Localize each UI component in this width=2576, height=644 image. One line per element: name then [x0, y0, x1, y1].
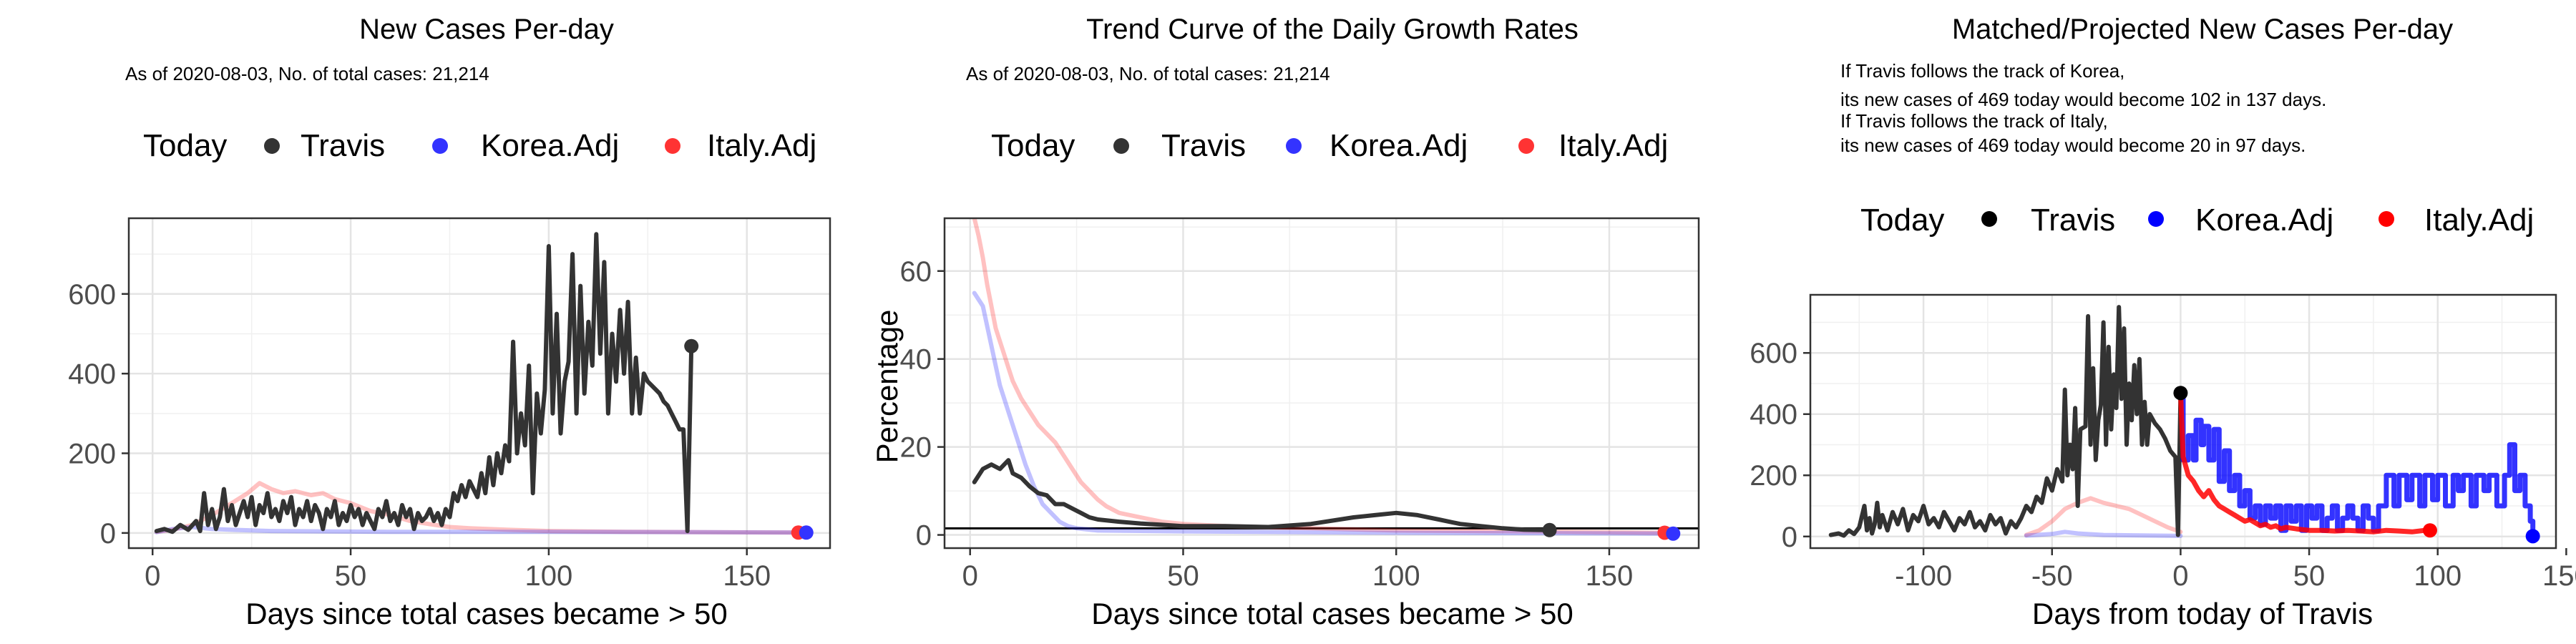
x-tick-label: 0: [962, 560, 978, 592]
legend-label-italy: Italy.Adj: [1558, 128, 1668, 163]
legend-key-korea: [1286, 138, 1302, 154]
today-point-korea: [1666, 526, 1681, 541]
series-line-italy_hist: [2024, 496, 2183, 537]
x-tick-label: 0: [2172, 560, 2188, 592]
y-tick-label: 600: [68, 279, 116, 311]
panel-new-cases: New Cases Per-day As of 2020-08-03, No. …: [68, 14, 831, 630]
today-point-korea: [799, 525, 814, 540]
legend-key-travis: [264, 138, 280, 154]
x-tick-label: 100: [1372, 560, 1420, 592]
series-group: [945, 218, 1699, 536]
plot-area: -100 -50 0 50 100 150 0 200 400 600: [1750, 293, 2576, 592]
legend-key-travis: [1981, 211, 1997, 227]
x-axis-label: Days from today of Travis: [2032, 597, 2373, 630]
legend-key-travis: [1113, 138, 1129, 154]
chart-subtitle-line: As of 2020-08-03, No. of total cases: 21…: [125, 63, 489, 84]
y-tick-label: 200: [68, 438, 116, 469]
panel-background: [945, 218, 1699, 548]
legend-key-italy: [2379, 211, 2394, 227]
today-point-travis: [2173, 386, 2188, 401]
legend-label-korea: Korea.Adj: [481, 128, 619, 163]
legend-label-travis: Travis: [1161, 128, 1246, 163]
x-tick-label: 150: [1586, 560, 1634, 592]
legend-title: Today: [143, 128, 227, 163]
legend-label-italy: Italy.Adj: [707, 128, 816, 163]
y-tick-label: 40: [900, 344, 932, 376]
plot-area: 0 50 100 150 0 20 40 60: [900, 217, 1700, 592]
chart-title: Matched/Projected New Cases Per-day: [1952, 14, 2453, 45]
legend-key-korea: [2148, 211, 2164, 227]
legend-label-travis: Travis: [301, 128, 385, 163]
x-tick-label: -100: [1895, 560, 1952, 592]
x-axis-label: Days since total cases became > 50: [1091, 597, 1574, 630]
legend-title: Today: [991, 128, 1075, 163]
legend: Today Travis Korea.Adj Italy.Adj: [143, 128, 816, 163]
series-line-travis: [972, 458, 1552, 532]
chart-title: New Cases Per-day: [359, 14, 614, 45]
chart-subtitle-line: As of 2020-08-03, No. of total cases: 21…: [966, 63, 1330, 84]
x-tick-label: 150: [723, 560, 771, 592]
legend: Today Travis Korea.Adj Italy.Adj: [1860, 203, 2534, 238]
x-tick-label: 150: [2542, 560, 2576, 592]
plot-area: 0 50 100 150 0 200 400 600: [68, 217, 831, 592]
legend-label-travis: Travis: [2031, 203, 2115, 238]
legend-key-italy: [665, 138, 680, 154]
y-tick-label: 0: [916, 520, 932, 552]
x-tick-label: 0: [145, 560, 160, 592]
chart-subtitle-line: its new cases of 469 today would become …: [1840, 89, 2326, 110]
chart-subtitle-line: If Travis follows the track of Italy,: [1840, 110, 2108, 132]
y-tick-label: 0: [100, 518, 116, 550]
series-line-italy_proj: [2177, 390, 2433, 535]
today-point-italy: [2422, 523, 2437, 538]
y-tick-label: 20: [900, 432, 932, 464]
legend-key-korea: [432, 138, 448, 154]
x-axis-label: Days since total cases became > 50: [245, 597, 728, 630]
legend-title: Today: [1860, 203, 1944, 238]
y-tick-label: 400: [1750, 399, 1797, 431]
y-tick-label: 0: [1782, 522, 1797, 553]
panel-growth-rates: Trend Curve of the Daily Growth Rates As…: [870, 14, 1700, 630]
legend-label-korea: Korea.Adj: [2195, 203, 2333, 238]
x-tick-label: -50: [2031, 560, 2073, 592]
series-group: [1828, 305, 2536, 539]
chart-title: Trend Curve of the Daily Growth Rates: [1086, 14, 1579, 45]
y-tick-label: 200: [1750, 460, 1797, 492]
x-tick-label: 50: [2293, 560, 2326, 592]
today-point-travis: [684, 338, 699, 353]
series-line-travis: [1828, 305, 2183, 538]
y-tick-label: 600: [1750, 338, 1797, 369]
y-tick-label: 400: [68, 358, 116, 390]
series-line-korea_hist: [2024, 530, 2183, 538]
x-tick-label: 50: [1167, 560, 1199, 592]
series-line-korea: [972, 291, 1676, 536]
today-point-korea: [2525, 529, 2540, 544]
legend-key-italy: [1518, 138, 1534, 154]
panel-border: [1809, 293, 2557, 550]
legend: Today Travis Korea.Adj Italy.Adj: [991, 128, 1668, 163]
y-axis-label: Percentage: [870, 310, 904, 464]
panel-border: [943, 217, 1700, 550]
panel-border: [127, 217, 831, 550]
y-tick-label: 60: [900, 256, 932, 288]
x-tick-label: 100: [525, 560, 573, 592]
legend-label-italy: Italy.Adj: [2424, 203, 2534, 238]
x-tick-label: 50: [335, 560, 367, 592]
today-point-travis: [1542, 522, 1557, 537]
chart-subtitle-line: If Travis follows the track of Korea,: [1840, 60, 2124, 82]
series-line-travis: [154, 232, 694, 535]
series-group: [154, 232, 809, 535]
panel-projected-cases: Matched/Projected New Cases Per-day If T…: [1750, 14, 2576, 630]
legend-label-korea: Korea.Adj: [1330, 128, 1468, 163]
chart-subtitle-line: its new cases of 469 today would become …: [1840, 135, 2306, 156]
x-tick-label: 100: [2414, 560, 2462, 592]
panel-background: [129, 218, 830, 548]
